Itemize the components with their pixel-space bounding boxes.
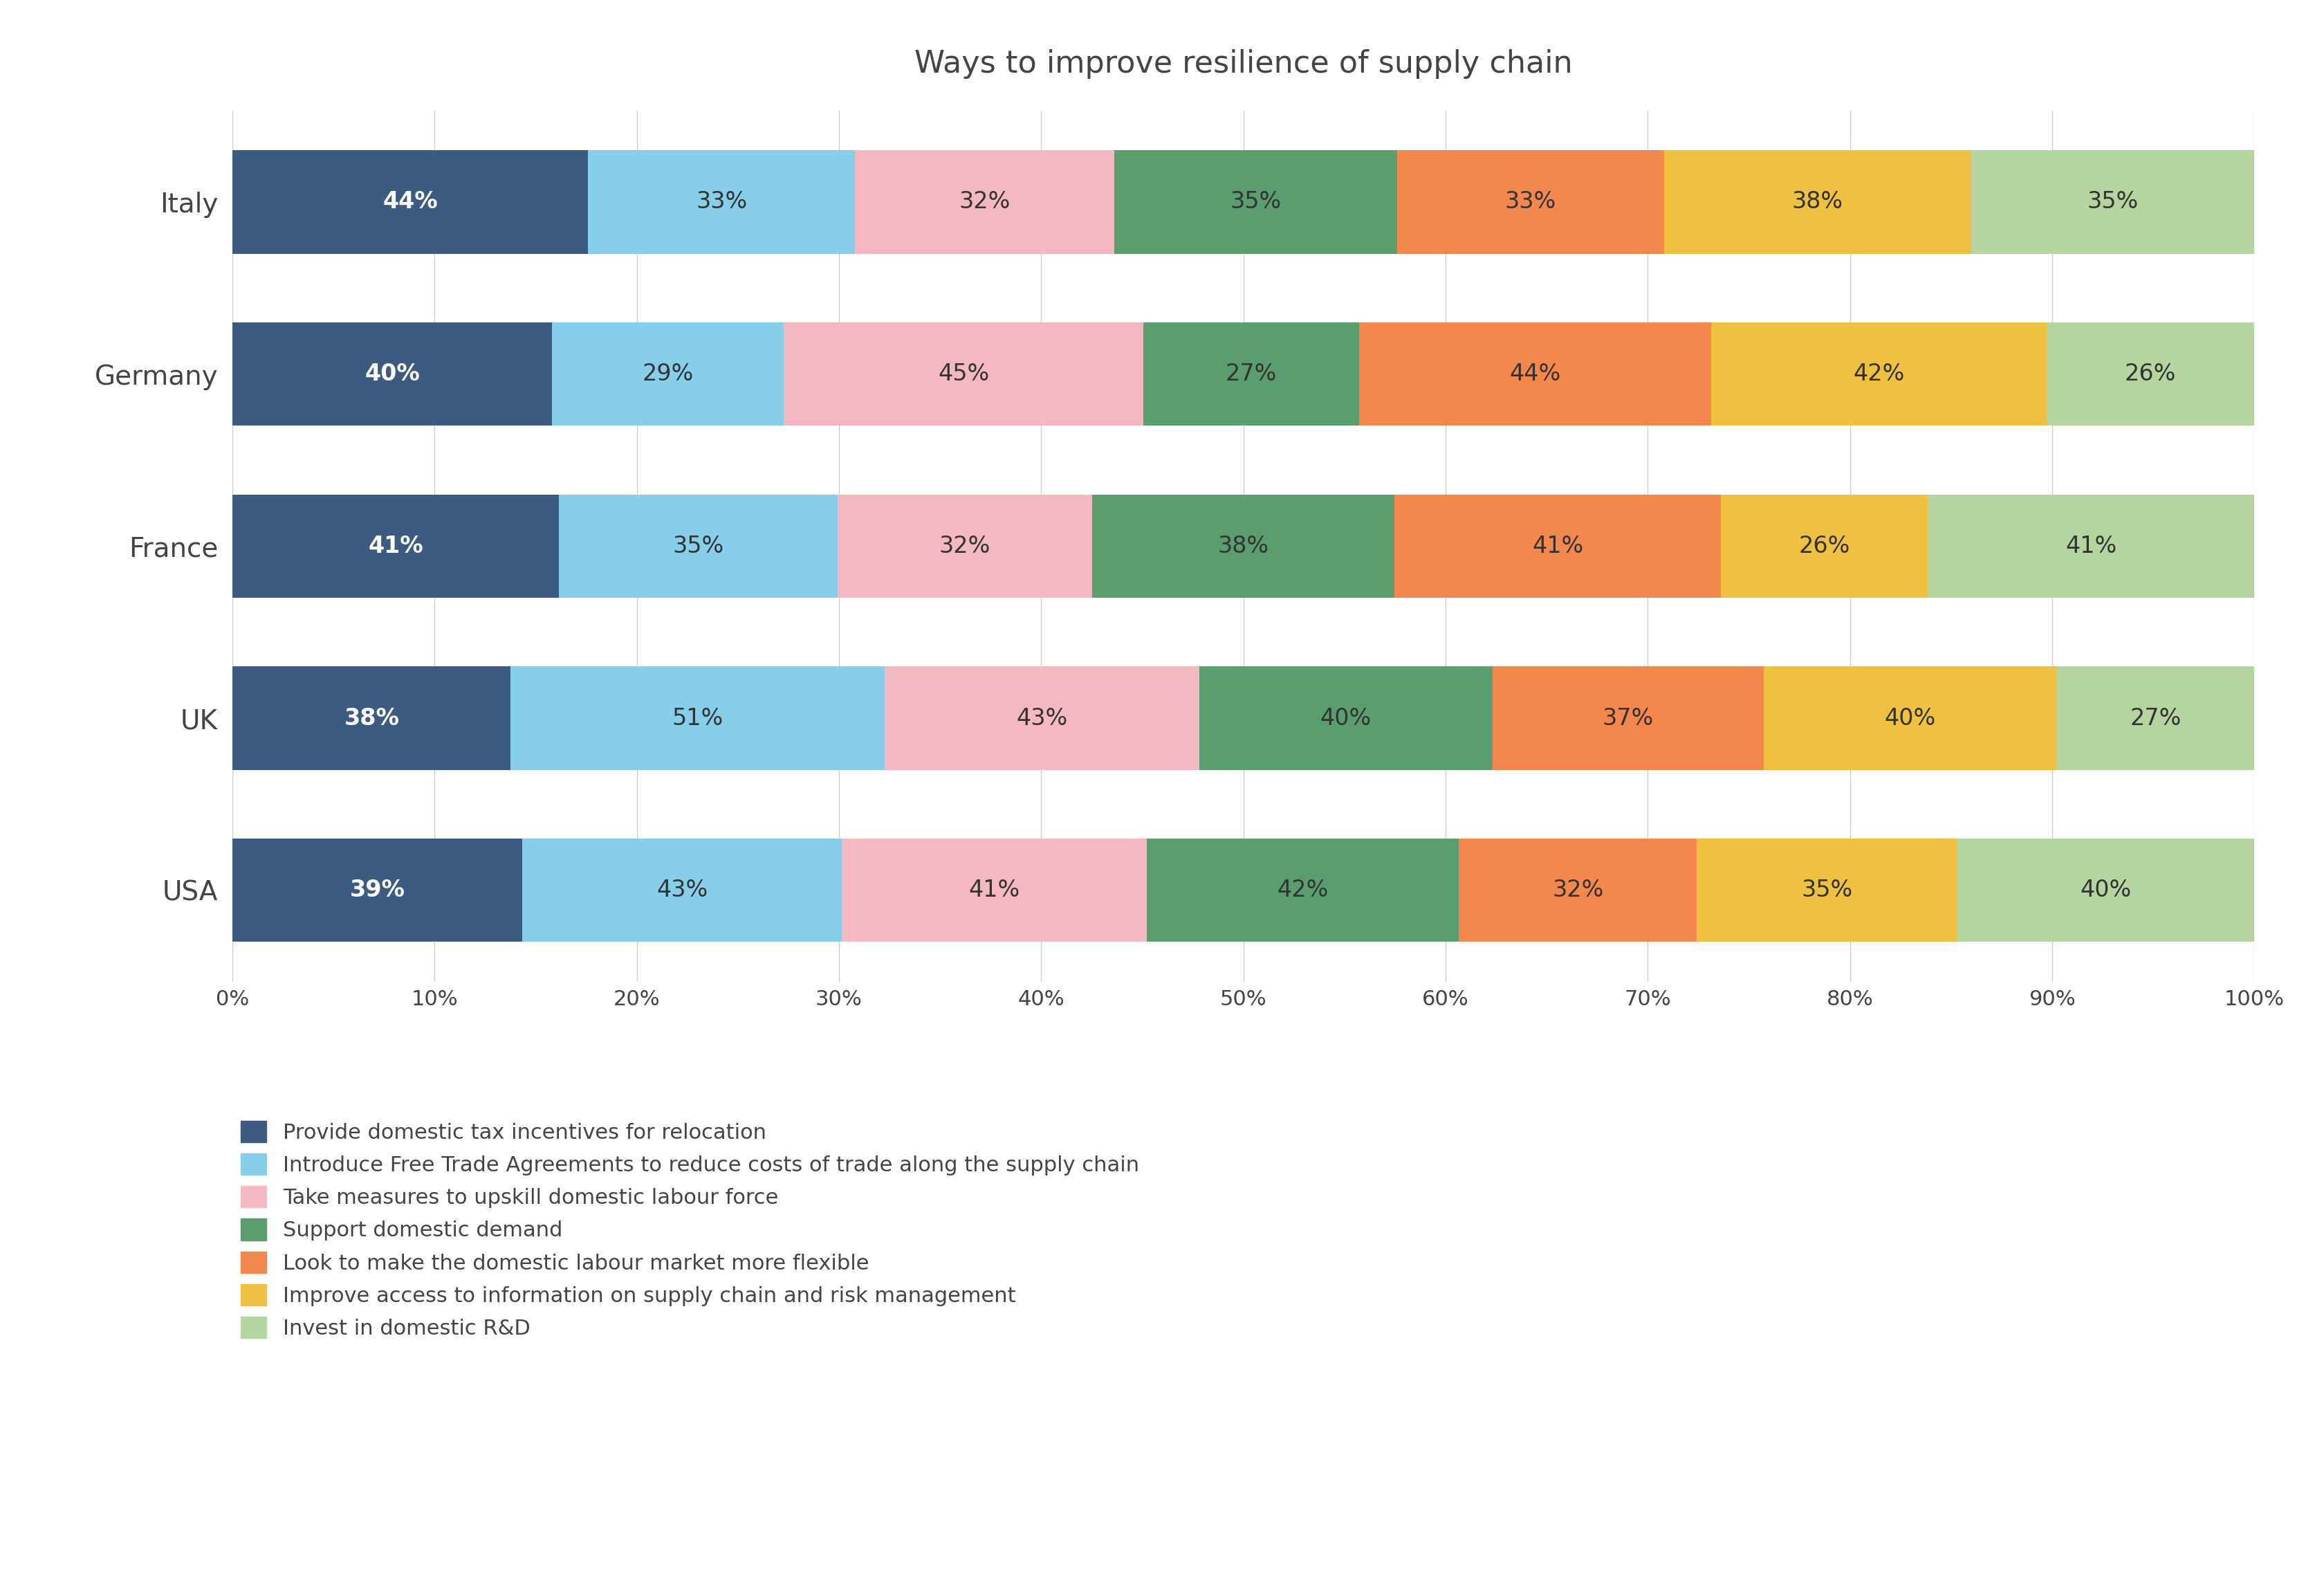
Text: 45%: 45% bbox=[939, 363, 990, 386]
Bar bbox=[885, 666, 1199, 769]
Text: 37%: 37% bbox=[1601, 706, 1655, 730]
Bar bbox=[855, 150, 1113, 253]
Text: 43%: 43% bbox=[655, 879, 709, 902]
Text: 41%: 41% bbox=[969, 879, 1020, 902]
Text: 32%: 32% bbox=[1552, 879, 1604, 902]
Bar bbox=[1957, 839, 2254, 942]
Bar bbox=[783, 323, 1143, 426]
Bar bbox=[553, 323, 783, 426]
Bar bbox=[1697, 839, 1957, 942]
Bar bbox=[1664, 150, 1971, 253]
Bar bbox=[232, 494, 558, 598]
Title: Ways to improve resilience of supply chain: Ways to improve resilience of supply cha… bbox=[913, 49, 1573, 79]
Bar bbox=[2047, 323, 2254, 426]
Text: 29%: 29% bbox=[641, 363, 693, 386]
Text: 41%: 41% bbox=[1532, 535, 1583, 557]
Bar bbox=[1360, 323, 1710, 426]
Text: 35%: 35% bbox=[1229, 190, 1281, 214]
Bar bbox=[1113, 150, 1397, 253]
Bar bbox=[1459, 839, 1697, 942]
Bar bbox=[232, 323, 553, 426]
Bar bbox=[837, 494, 1092, 598]
Text: 35%: 35% bbox=[1801, 879, 1852, 902]
Bar bbox=[558, 494, 837, 598]
Legend: Provide domestic tax incentives for relocation, Introduce Free Trade Agreements : Provide domestic tax incentives for relo… bbox=[232, 1111, 1148, 1347]
Bar bbox=[1397, 150, 1664, 253]
Text: 26%: 26% bbox=[1799, 535, 1850, 557]
Bar bbox=[523, 839, 841, 942]
Bar bbox=[588, 150, 855, 253]
Text: 42%: 42% bbox=[1852, 363, 1903, 386]
Text: 43%: 43% bbox=[1016, 706, 1067, 730]
Bar bbox=[1394, 494, 1722, 598]
Text: 38%: 38% bbox=[344, 706, 400, 730]
Text: 41%: 41% bbox=[367, 535, 423, 557]
Text: 35%: 35% bbox=[2087, 190, 2138, 214]
Text: 27%: 27% bbox=[2129, 706, 2182, 730]
Bar bbox=[1492, 666, 1764, 769]
Text: 32%: 32% bbox=[960, 190, 1011, 214]
Text: 40%: 40% bbox=[2080, 879, 2131, 902]
Text: 42%: 42% bbox=[1278, 879, 1329, 902]
Bar bbox=[1146, 839, 1459, 942]
Bar bbox=[1710, 323, 2047, 426]
Text: 44%: 44% bbox=[1508, 363, 1562, 386]
Text: 26%: 26% bbox=[2124, 363, 2175, 386]
Bar bbox=[1092, 494, 1394, 598]
Bar bbox=[1722, 494, 1929, 598]
Bar bbox=[1199, 666, 1492, 769]
Bar bbox=[1971, 150, 2254, 253]
Text: 38%: 38% bbox=[1218, 535, 1269, 557]
Text: 40%: 40% bbox=[365, 363, 421, 386]
Text: 32%: 32% bbox=[939, 535, 990, 557]
Text: 41%: 41% bbox=[2066, 535, 2117, 557]
Bar bbox=[232, 839, 523, 942]
Bar bbox=[511, 666, 885, 769]
Bar bbox=[2057, 666, 2254, 769]
Text: 33%: 33% bbox=[1504, 190, 1557, 214]
Bar bbox=[1143, 323, 1360, 426]
Text: 35%: 35% bbox=[672, 535, 723, 557]
Text: 38%: 38% bbox=[1792, 190, 1843, 214]
Text: 27%: 27% bbox=[1225, 363, 1278, 386]
Text: 51%: 51% bbox=[672, 706, 723, 730]
Bar bbox=[841, 839, 1146, 942]
Bar bbox=[1929, 494, 2254, 598]
Text: 44%: 44% bbox=[383, 190, 437, 214]
Bar bbox=[232, 150, 588, 253]
Bar bbox=[232, 666, 511, 769]
Text: 40%: 40% bbox=[1885, 706, 1936, 730]
Text: 33%: 33% bbox=[695, 190, 748, 214]
Bar bbox=[1764, 666, 2057, 769]
Text: 39%: 39% bbox=[349, 879, 404, 902]
Text: 40%: 40% bbox=[1320, 706, 1371, 730]
